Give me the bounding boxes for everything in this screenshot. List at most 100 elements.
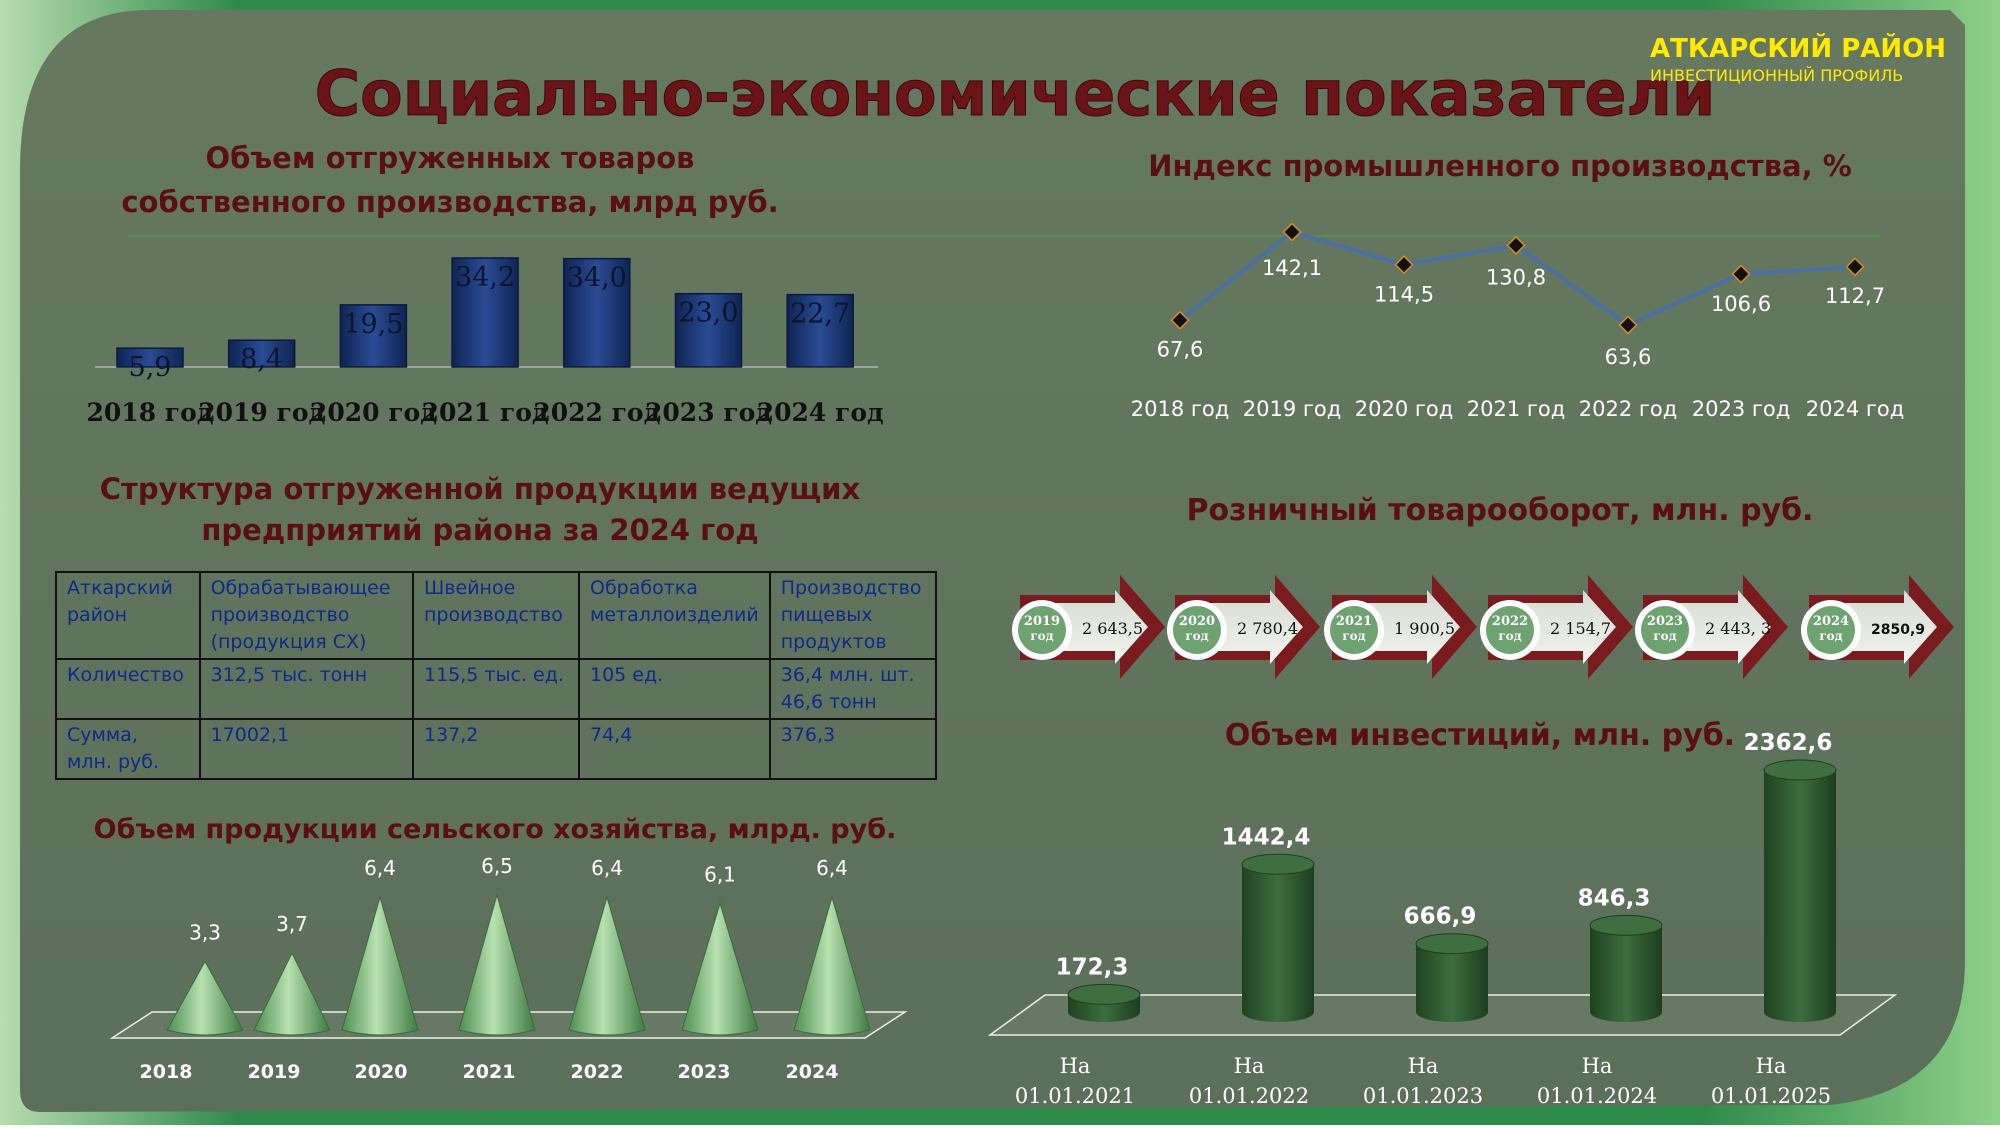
retail-year-unit: год	[1819, 629, 1842, 643]
agriculture-value-label: 3,7	[276, 912, 308, 936]
agriculture-cone	[568, 895, 646, 1036]
shipments-title-line2: собственного производства, млрд руб.	[121, 185, 778, 219]
retail-year-unit: год	[1185, 629, 1208, 643]
investment-value-label: 172,3	[1056, 954, 1129, 980]
agriculture-value-label: 6,1	[704, 862, 736, 886]
structure-cell: 105 ед.	[577, 658, 771, 720]
shipments-category-label: 2022 год	[533, 398, 660, 427]
structure-row: Аткарский район Обрабатывающее производст…	[55, 571, 938, 660]
agriculture-cone-chart: 3,3 2018 3,7 2019 6,4 2020 6,5 2021 6,4 2022 6,1 20…	[109, 854, 908, 1083]
industrial-index-category-label: 2021 год	[1467, 397, 1566, 421]
shipments-category-label: 2018 год	[87, 398, 214, 427]
investment-category-label: На 01.01.2025	[1711, 1054, 1831, 1108]
shipments-category-label: 2020 год	[310, 398, 437, 427]
retail-value: 2 443, 3	[1705, 619, 1771, 638]
retail-year: 2023	[1647, 614, 1683, 629]
structure-header-cell: Обработка металлоизделий	[577, 571, 771, 660]
investment-cylinder-top	[1589, 914, 1663, 936]
shipments-value-label: 34,0	[567, 263, 627, 294]
shipments-category-label: 2023 год	[645, 398, 772, 427]
shipments-title-line1: Объем отгруженных товаров	[205, 141, 694, 175]
structure-cell: 17002,1	[198, 718, 414, 780]
page-title: Социально-экономические показатели	[315, 57, 1716, 130]
retail-year-badge	[1173, 606, 1221, 654]
industrial-index-category-label: 2019 год	[1243, 397, 1342, 421]
agriculture-value-label: 6,4	[591, 856, 623, 880]
investment-value-label: 2362,6	[1744, 730, 1833, 756]
shipments-value-label: 19,5	[343, 309, 403, 340]
retail-year: 2021	[1336, 614, 1372, 629]
retail-value: 2 643,5	[1082, 619, 1143, 638]
retail-year-badge	[1641, 606, 1689, 654]
retail-year-badge	[1807, 606, 1855, 654]
industrial-index-value-label: 142,1	[1262, 256, 1322, 280]
investment-cylinder-chart: 172,3 На 01.01.2021 1442,4 На 01.01.2022 666,9…	[987, 730, 1898, 1108]
investment-cylinder	[1590, 925, 1662, 1022]
agriculture-category-label: 2020	[355, 1061, 408, 1083]
brand-block: АТКАРСКИЙ РАЙОН ИНВЕСТИЦИОННЫЙ ПРОФИЛЬ	[1650, 34, 1946, 85]
shipments-bar-chart: 5,9 2018 год 8,4 2019 год 19,5 2020 год 34,2 20…	[87, 257, 884, 427]
industrial-index-point	[1845, 257, 1865, 277]
industrial-index-value-label: 67,6	[1157, 337, 1204, 361]
agriculture-value-label: 6,4	[364, 856, 396, 880]
agriculture-category-label: 2018	[140, 1061, 193, 1083]
shipments-value-label: 34,2	[455, 262, 515, 293]
retail-year-badge	[1486, 606, 1534, 654]
retail-year: 2024	[1813, 614, 1849, 629]
retail-year-badge	[1330, 606, 1378, 654]
investment-category-label: На 01.01.2022	[1189, 1054, 1309, 1108]
shipments-bar	[339, 304, 408, 368]
agriculture-value-label: 6,5	[481, 854, 513, 878]
retail-year: 2020	[1179, 614, 1215, 629]
industrial-index-point	[1394, 255, 1414, 275]
shipments-value-label: 23,0	[678, 298, 738, 329]
structure-row: Количество 312,5 тыс. тонн 115,5 тыс. ед. 1…	[55, 658, 938, 720]
industrial-index-category-label: 2018 год	[1131, 397, 1230, 421]
shipments-bar	[563, 257, 631, 368]
structure-cell: 137,2	[411, 718, 580, 780]
retail-year-unit: год	[1030, 629, 1053, 643]
structure-cell: 115,5 тыс. ед.	[411, 658, 580, 720]
industrial-index-value-label: 106,6	[1711, 292, 1771, 316]
agriculture-category-label: 2019	[248, 1061, 301, 1083]
industrial-index-value-label: 112,7	[1825, 284, 1885, 308]
industrial-index-point	[1506, 235, 1526, 255]
structure-row-label: Сумма, млн. руб.	[55, 718, 201, 780]
brand-name: АТКАРСКИЙ РАЙОН	[1650, 34, 1946, 64]
agriculture-cone	[253, 952, 331, 1036]
industrial-index-line-chart: 67,6 2018 год 142,1 2019 год 114,5 2020 год 13…	[1131, 222, 1905, 421]
industrial-index-category-label: 2022 год	[1579, 397, 1678, 421]
investment-cylinder-top	[1415, 933, 1489, 955]
agriculture-cone	[458, 893, 536, 1036]
shipments-category-label: 2019 год	[198, 398, 325, 427]
retail-year-badge	[1018, 606, 1066, 654]
shipments-bar	[451, 257, 519, 368]
investment-cylinder-top	[1067, 983, 1141, 1005]
investment-title: Объем инвестиций, млн. руб.	[1225, 718, 1735, 753]
investment-category-label: На 01.01.2021	[1015, 1054, 1135, 1108]
brand-subtitle: ИНВЕСТИЦИОННЫЙ ПРОФИЛЬ	[1650, 66, 1904, 85]
industrial-index-value-label: 130,8	[1486, 265, 1546, 289]
retail-title: Розничный товарооборот, млн. руб.	[1187, 493, 1814, 528]
agriculture-value-label: 6,4	[816, 856, 848, 880]
investment-category-label: На 01.01.2024	[1537, 1054, 1657, 1108]
structure-header-cell: Производство пищевых продуктов	[768, 571, 938, 660]
agriculture-title: Объем продукции сельского хозяйства, млр…	[94, 814, 897, 845]
investment-value-label: 846,3	[1578, 885, 1651, 911]
industrial-index-category-label: 2024 год	[1806, 397, 1905, 421]
retail-value: 2 780,4	[1237, 619, 1298, 638]
shipments-bar	[786, 293, 854, 368]
agriculture-category-label: 2021	[463, 1061, 516, 1083]
industrial-index-category-label: 2023 год	[1692, 397, 1791, 421]
shipments-value-label: 5,9	[129, 352, 172, 383]
structure-cell: 36,4 млн. шт. 46,6 тонн	[768, 658, 938, 720]
investment-category-label: На 01.01.2023	[1363, 1054, 1483, 1108]
